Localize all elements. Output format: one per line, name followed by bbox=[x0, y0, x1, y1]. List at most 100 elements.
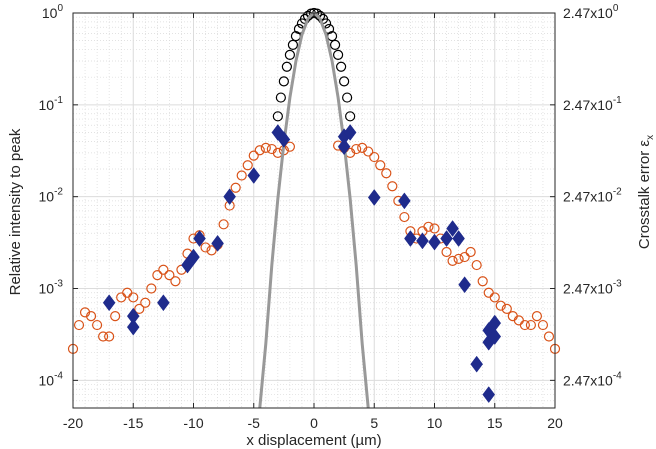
data-point bbox=[247, 167, 261, 184]
data-point bbox=[140, 297, 151, 308]
data-point bbox=[345, 111, 356, 122]
x-tick-label: -20 bbox=[63, 415, 83, 431]
data-point bbox=[333, 49, 344, 60]
data-point bbox=[477, 276, 488, 287]
x-tick-label: -5 bbox=[248, 415, 261, 431]
y-axis-label-right-subscript: x bbox=[645, 135, 656, 140]
y-tick-label-left: 10-1 bbox=[39, 95, 64, 113]
grid bbox=[72, 12, 556, 408]
y-tick-label-right: 2.47x100 bbox=[563, 3, 619, 21]
data-point bbox=[465, 246, 476, 258]
data-point bbox=[218, 219, 229, 230]
y-axis-label-left: Relative intensity to peak bbox=[7, 128, 24, 295]
data-point bbox=[284, 141, 295, 152]
data-point bbox=[343, 124, 357, 141]
data-point bbox=[336, 61, 347, 72]
data-point bbox=[519, 319, 530, 331]
y-tick-label-left: 10-3 bbox=[39, 279, 64, 297]
data-point bbox=[337, 138, 351, 156]
data-point bbox=[429, 223, 440, 234]
data-point bbox=[275, 92, 286, 103]
data-point bbox=[458, 276, 471, 294]
series-circle-open bbox=[67, 140, 561, 355]
x-tick-label: 10 bbox=[427, 415, 443, 431]
data-point bbox=[369, 151, 380, 163]
data-point bbox=[110, 311, 121, 322]
data-point bbox=[471, 259, 482, 271]
data-point bbox=[223, 188, 236, 206]
data-point bbox=[193, 230, 206, 247]
x-tick-label: 20 bbox=[547, 415, 563, 431]
series-diamond bbox=[102, 124, 502, 403]
data-point bbox=[260, 142, 271, 153]
data-point bbox=[399, 211, 410, 223]
data-point bbox=[459, 251, 470, 263]
data-point bbox=[537, 319, 549, 331]
y-tick-label-left: 10-2 bbox=[39, 187, 64, 205]
data-point bbox=[363, 146, 374, 157]
data-point bbox=[525, 319, 537, 331]
data-point bbox=[342, 92, 353, 103]
data-point bbox=[158, 264, 169, 275]
data-point bbox=[375, 160, 386, 171]
data-point bbox=[387, 181, 398, 192]
data-point bbox=[278, 76, 289, 87]
y-tick-label-right: 2.47x10-2 bbox=[563, 187, 622, 205]
data-point bbox=[470, 355, 483, 373]
x-axis-label: x displacement (µm) bbox=[246, 432, 381, 449]
data-point bbox=[230, 182, 241, 193]
data-point bbox=[248, 150, 259, 161]
data-point bbox=[146, 283, 157, 294]
y-tick-label-left: 100 bbox=[42, 3, 64, 21]
data-point bbox=[339, 76, 350, 87]
y-tick-label-right: 2.47x10-3 bbox=[563, 279, 622, 297]
data-point bbox=[277, 131, 291, 148]
data-point bbox=[423, 221, 434, 232]
data-point bbox=[404, 230, 417, 247]
y-axis-label-right-main: Crosstalk error ε bbox=[636, 140, 653, 250]
data-point bbox=[351, 143, 362, 155]
data-point bbox=[440, 230, 453, 247]
data-point bbox=[482, 386, 496, 403]
x-tick-label: -10 bbox=[183, 415, 203, 431]
data-point bbox=[428, 233, 441, 251]
data-point bbox=[489, 292, 500, 303]
data-point bbox=[187, 248, 200, 266]
data-point bbox=[85, 311, 97, 322]
axis-ticks: -20 -15 -10 -5 0 5 10 15 20 100 10-1 10-2 10-3 10-4 2.… bbox=[39, 3, 623, 431]
data-point bbox=[91, 319, 103, 331]
x-tick-label: 15 bbox=[487, 415, 503, 431]
data-point bbox=[272, 111, 283, 122]
data-point bbox=[281, 61, 292, 72]
data-point bbox=[157, 294, 170, 312]
data-point bbox=[98, 331, 109, 342]
data-point bbox=[357, 142, 368, 153]
data-point bbox=[242, 160, 253, 171]
data-point bbox=[236, 170, 247, 181]
data-point bbox=[134, 303, 145, 314]
data-point bbox=[170, 276, 181, 287]
data-point bbox=[329, 39, 341, 50]
data-point bbox=[73, 319, 85, 331]
data-point bbox=[287, 39, 299, 50]
data-point bbox=[453, 253, 464, 265]
y-tick-label-right: 2.47x10-1 bbox=[563, 95, 622, 113]
data-point bbox=[126, 318, 140, 336]
data-point bbox=[254, 145, 265, 156]
data-point bbox=[447, 255, 458, 266]
y-tick-label-right: 2.47x10-4 bbox=[563, 370, 622, 388]
data-point bbox=[200, 242, 211, 253]
data-point bbox=[452, 230, 465, 247]
data-point bbox=[206, 245, 217, 256]
y-axis-label-right: Crosstalk error εx bbox=[636, 135, 656, 249]
data-point bbox=[398, 192, 411, 210]
data-point bbox=[531, 311, 543, 322]
data-point bbox=[446, 220, 459, 237]
x-tick-label: -15 bbox=[123, 415, 143, 431]
x-tick-label: 5 bbox=[370, 415, 378, 431]
data-point bbox=[128, 292, 139, 303]
data-point bbox=[441, 246, 452, 258]
data-point bbox=[104, 331, 115, 342]
data-point bbox=[152, 269, 163, 281]
data-point bbox=[495, 300, 506, 311]
